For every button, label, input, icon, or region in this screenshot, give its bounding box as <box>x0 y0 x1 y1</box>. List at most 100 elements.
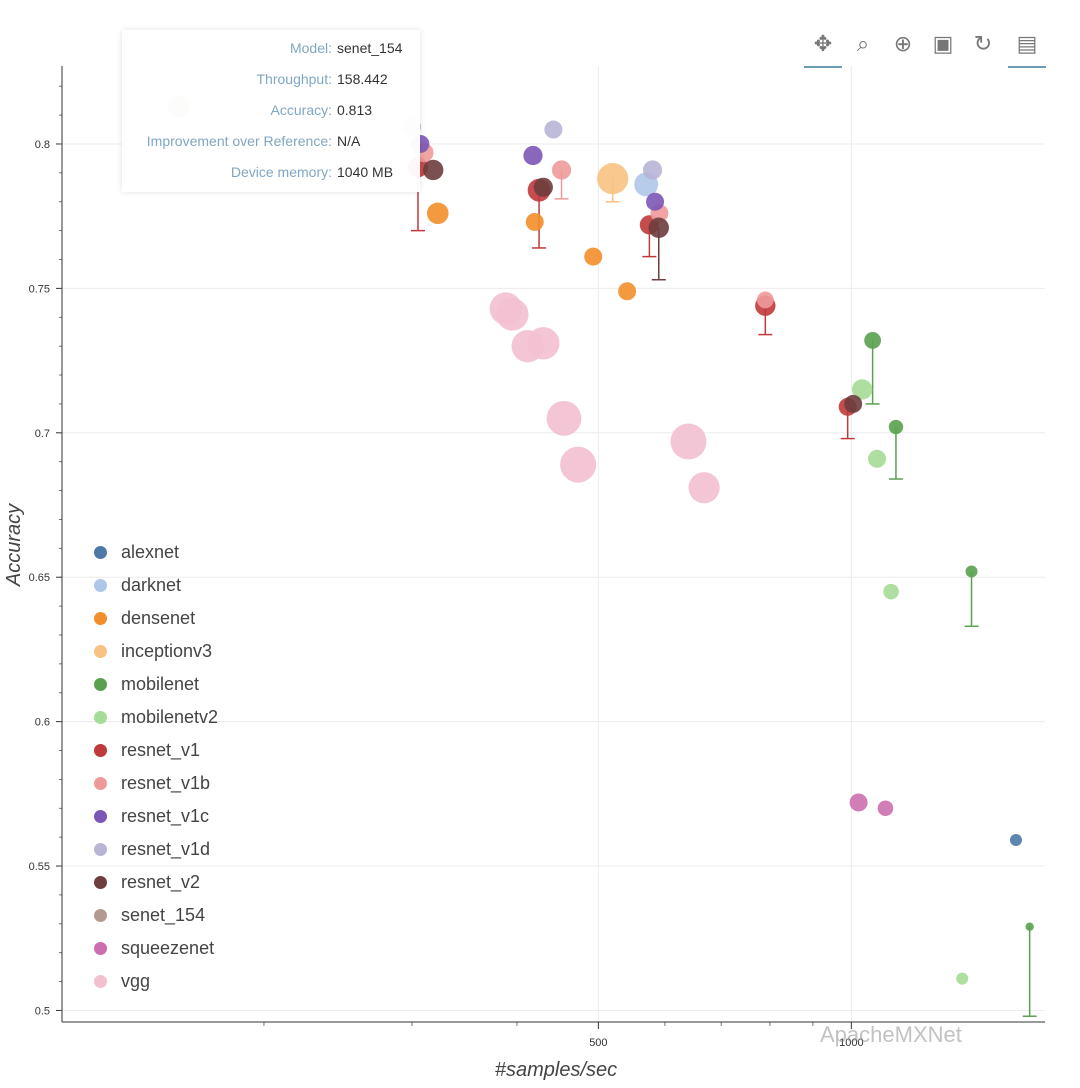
axes: 0.5 0.55 0.6 0.65 0.7 0.75 0.8 500 1000 <box>29 66 1045 1049</box>
point-resnet_v2[interactable] <box>648 217 669 238</box>
legend-item-resnet_v1d[interactable]: resnet_v1d <box>86 837 266 863</box>
y-tick-label: 0.75 <box>29 283 50 295</box>
legend-swatch <box>94 843 107 856</box>
legend-item-inceptionv3[interactable]: inceptionv3 <box>86 639 266 665</box>
point-alexnet[interactable] <box>1009 834 1022 847</box>
y-tick-label: 0.7 <box>35 428 50 440</box>
point-densenet[interactable] <box>426 202 449 225</box>
box-zoom-tool-icon[interactable]: ⌕ <box>856 32 870 57</box>
legend-swatch <box>94 612 107 625</box>
legend-swatch <box>94 744 107 757</box>
point-squeezenet[interactable] <box>849 793 868 812</box>
point-densenet[interactable] <box>618 282 637 301</box>
legend-label: resnet_v1 <box>121 740 201 760</box>
legend-label: mobilenet <box>121 674 200 694</box>
tooltip-row: Accuracy: 0.813 <box>122 102 420 122</box>
tooltip-row: Throughput: 158.442 <box>122 71 420 91</box>
legend-swatch <box>94 975 107 988</box>
point-densenet[interactable] <box>525 212 544 231</box>
y-axis-label: Accuracy <box>3 503 25 587</box>
point-resnet_v1b[interactable] <box>551 160 572 180</box>
point-resnet_v2[interactable] <box>533 177 553 197</box>
point-vgg[interactable] <box>670 423 707 460</box>
point-mobilenetv2[interactable] <box>883 583 899 600</box>
tooltip-value: senet_154 <box>337 40 403 56</box>
legend-item-vgg[interactable]: vgg <box>86 969 266 995</box>
tooltip-key: Throughput: <box>256 71 333 87</box>
point-squeezenet[interactable] <box>877 800 894 817</box>
point-inceptionv3[interactable] <box>597 163 629 195</box>
tooltip-key: Improvement over Reference: <box>146 133 332 149</box>
legend-swatch <box>94 909 107 922</box>
point-mobilenet[interactable] <box>888 419 904 435</box>
tooltip-key: Model: <box>289 40 332 56</box>
save-tool-icon[interactable]: ▣ <box>932 32 954 57</box>
legend-item-resnet_v1c[interactable]: resnet_v1c <box>86 804 266 830</box>
legend-label: inceptionv3 <box>121 641 213 661</box>
point-vgg[interactable] <box>546 400 582 436</box>
hover-tool-icon[interactable]: ▤ <box>1008 30 1046 68</box>
legend-item-alexnet[interactable]: alexnet <box>86 540 266 566</box>
tooltip-value: 158.442 <box>337 71 388 87</box>
x-tick-label: 500 <box>589 1037 607 1049</box>
legend-label: squeezenet <box>121 938 215 958</box>
point-resnet_v2[interactable] <box>844 394 863 413</box>
point-resnet_v1d[interactable] <box>642 160 663 180</box>
legend-label: resnet_v1b <box>121 773 211 793</box>
hover-tooltip: Model: senet_154 Throughput: 158.442 Accurac… <box>122 30 420 192</box>
y-tick-label: 0.55 <box>29 861 50 873</box>
legend-item-resnet_v1[interactable]: resnet_v1 <box>86 738 266 764</box>
legend-label: darknet <box>121 575 182 595</box>
legend-swatch <box>94 711 107 724</box>
point-mobilenet[interactable] <box>864 331 882 349</box>
watermark: ApacheMXNet <box>820 1022 962 1047</box>
tooltip-key: Accuracy: <box>270 102 332 118</box>
point-resnet_v1b[interactable] <box>756 291 774 309</box>
point-mobilenet[interactable] <box>965 565 978 578</box>
legend-item-densenet[interactable]: densenet <box>86 606 266 632</box>
legend-swatch <box>94 579 107 592</box>
point-resnet_v1c[interactable] <box>523 145 543 166</box>
point-mobilenetv2[interactable] <box>851 379 873 400</box>
x-tick-label: 1000 <box>839 1037 863 1049</box>
legend-swatch <box>94 942 107 955</box>
tooltip-value: 0.813 <box>337 102 373 118</box>
legend-label: vgg <box>121 971 151 991</box>
point-resnet_v2[interactable] <box>423 159 444 181</box>
pan-tool-icon[interactable]: ✥ <box>804 30 842 68</box>
legend-label: resnet_v1c <box>121 806 210 826</box>
legend-label: senet_154 <box>121 905 206 925</box>
y-tick-label: 0.5 <box>35 1005 50 1017</box>
legend-label: mobilenetv2 <box>121 707 219 727</box>
chart-toolbar: ✥ ⌕ ⊕ ▣ ↻ ▤ <box>800 26 1050 70</box>
point-resnet_v1d[interactable] <box>544 120 563 139</box>
legend-item-resnet_v2[interactable]: resnet_v2 <box>86 870 266 896</box>
point-vgg[interactable] <box>527 327 560 360</box>
point-mobilenetv2[interactable] <box>868 449 887 468</box>
legend-label: resnet_v2 <box>121 872 201 892</box>
legend-item-mobilenetv2[interactable]: mobilenetv2 <box>86 705 266 731</box>
point-vgg[interactable] <box>688 472 720 504</box>
legend-swatch <box>94 777 107 790</box>
legend-item-darknet[interactable]: darknet <box>86 573 266 599</box>
legend-item-resnet_v1b[interactable]: resnet_v1b <box>86 771 266 797</box>
legend-item-mobilenet[interactable]: mobilenet <box>86 672 266 698</box>
legend-label: resnet_v1d <box>121 839 211 859</box>
reset-tool-icon[interactable]: ↻ <box>973 32 993 57</box>
y-tick-label: 0.8 <box>35 139 50 151</box>
point-mobilenet[interactable] <box>1025 922 1034 931</box>
legend-item-squeezenet[interactable]: squeezenet <box>86 936 266 962</box>
y-tick-label: 0.6 <box>35 717 50 729</box>
point-resnet_v1c[interactable] <box>646 192 665 211</box>
point-densenet[interactable] <box>584 247 603 266</box>
point-vgg[interactable] <box>496 298 529 331</box>
tooltip-value: N/A <box>337 133 361 149</box>
point-vgg[interactable] <box>560 446 597 483</box>
legend-item-senet_154[interactable]: senet_154 <box>86 903 266 929</box>
legend-swatch <box>94 546 107 559</box>
data-points <box>168 95 1034 985</box>
tooltip-row: Device memory: 1040 MB <box>122 164 420 184</box>
wheel-zoom-tool-icon[interactable]: ⊕ <box>893 32 913 57</box>
point-mobilenetv2[interactable] <box>956 972 969 985</box>
